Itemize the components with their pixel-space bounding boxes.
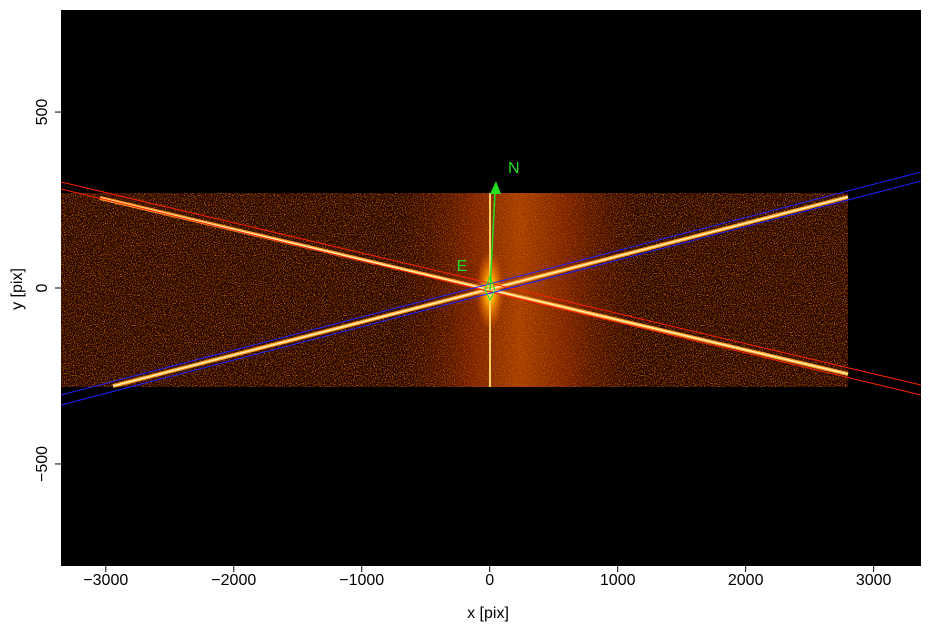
x-tick-label: −2000 <box>211 572 256 589</box>
x-tick-label: 1000 <box>600 572 636 589</box>
annotation: E <box>457 258 468 275</box>
noise <box>61 193 848 387</box>
trace <box>112 196 849 387</box>
annotation: N <box>508 160 520 177</box>
aperture-line <box>61 188 921 396</box>
x-axis-label: x [pix] <box>467 605 509 622</box>
x-tick-label: 0 <box>485 572 494 589</box>
north-arrow <box>489 191 496 291</box>
trace <box>99 197 849 375</box>
y-tick-label: 500 <box>34 99 51 126</box>
x-tick-label: 2000 <box>728 572 764 589</box>
east-marker <box>484 274 496 302</box>
north-arrow-head <box>490 181 501 194</box>
y-tick-label: −500 <box>34 446 51 482</box>
x-tick-label: −3000 <box>83 572 128 589</box>
aperture-line <box>61 180 921 406</box>
image: N E <box>61 160 921 406</box>
x-tick-label: 3000 <box>856 572 892 589</box>
y-tick-label: 0 <box>34 283 51 292</box>
y-axis-label: y [pix] <box>9 268 26 310</box>
x-tick-label: −1000 <box>339 572 384 589</box>
